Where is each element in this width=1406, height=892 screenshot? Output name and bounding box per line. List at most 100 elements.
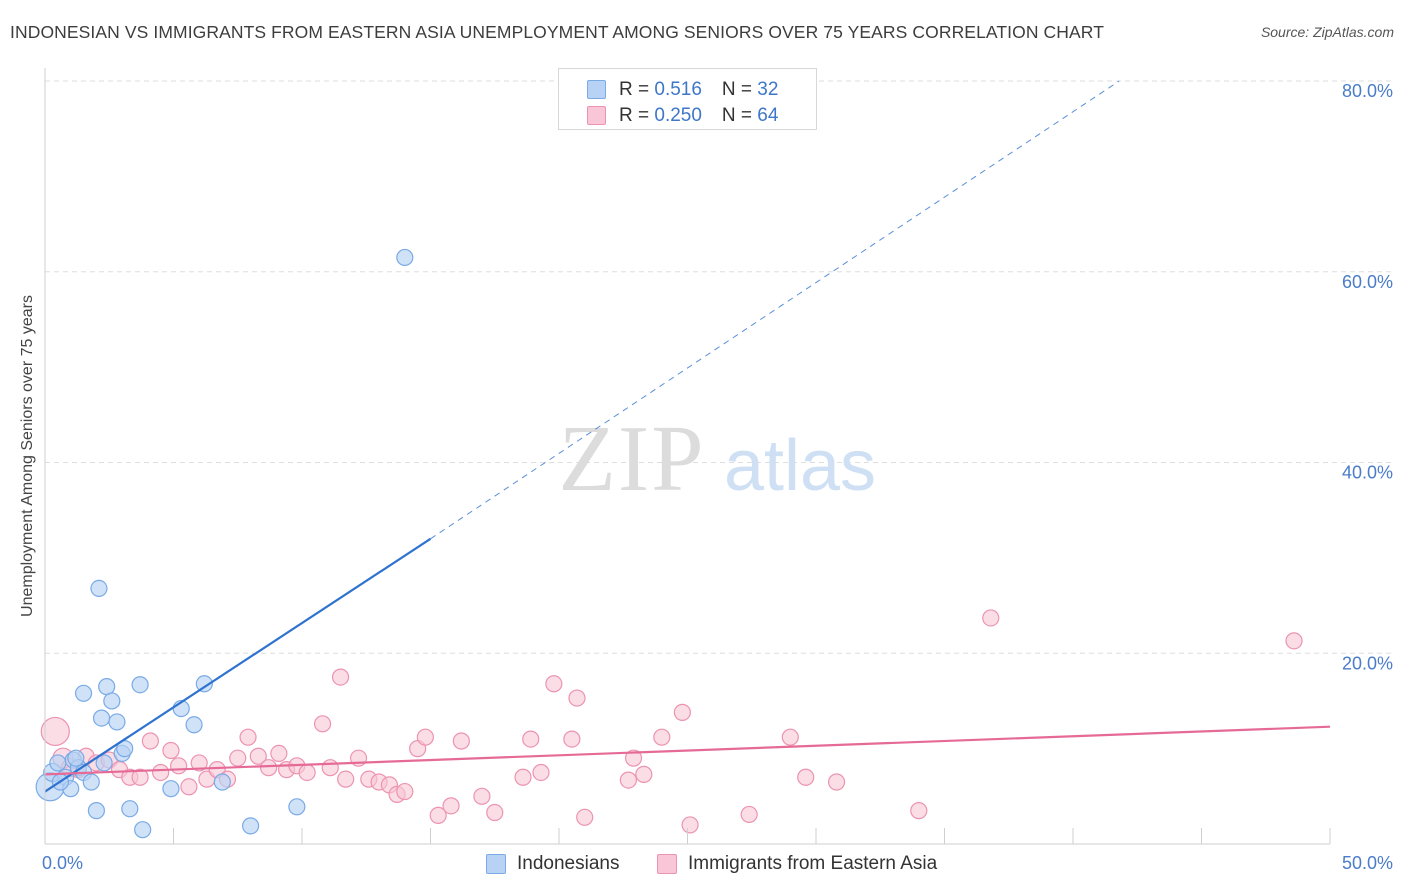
- legend-swatch-blue: [486, 854, 506, 874]
- data-point-indonesians: [90, 579, 108, 597]
- r-label: R =: [619, 105, 655, 126]
- data-point-immigrants: [180, 778, 198, 796]
- data-point-immigrants: [429, 806, 447, 824]
- data-point-immigrants: [910, 802, 928, 820]
- data-point-indonesians: [131, 676, 149, 694]
- source-label: Source: ZipAtlas.com: [1260, 24, 1394, 40]
- data-point-immigrants: [416, 728, 434, 746]
- data-point-immigrants: [545, 675, 563, 693]
- n-label: N =: [721, 105, 758, 126]
- data-point-immigrants: [131, 768, 149, 786]
- r-value: 0.516: [654, 79, 702, 100]
- trend-line-indonesians: [44, 537, 432, 793]
- data-point-immigrants: [982, 609, 1000, 627]
- trend-line-indonesians-extension: [430, 80, 1120, 540]
- data-point-immigrants: [141, 732, 159, 750]
- data-point-immigrants: [321, 759, 339, 777]
- data-point-immigrants: [270, 744, 288, 762]
- watermark-zip: ZIP: [559, 407, 706, 511]
- data-point-indonesians: [134, 821, 152, 839]
- data-point-immigrants: [40, 716, 70, 747]
- data-point-immigrants: [331, 668, 350, 686]
- data-point-immigrants: [827, 773, 846, 791]
- y-axis-title: Unemployment Among Seniors over 75 years: [19, 295, 36, 617]
- y-tick-label: 20.0%: [1342, 653, 1393, 673]
- data-point-immigrants: [740, 805, 758, 824]
- legend-label-indonesians: Indonesians: [517, 853, 620, 874]
- data-point-immigrants: [635, 765, 653, 783]
- data-point-immigrants: [1285, 632, 1303, 650]
- r-value: 0.250: [654, 105, 702, 126]
- data-point-immigrants: [653, 728, 671, 746]
- data-point-immigrants: [190, 754, 208, 772]
- data-point-immigrants: [619, 771, 637, 789]
- data-point-indonesians: [121, 800, 139, 818]
- correlation-legend: R = 0.516 N = 32 R = 0.250 N = 64: [558, 68, 817, 130]
- legend-label-immigrants: Immigrants from Eastern Asia: [688, 853, 938, 874]
- legend-text-immigrants: R = 0.250 N = 64: [619, 105, 778, 127]
- grid-layer: [45, 80, 1394, 654]
- series-indonesians-points: [35, 248, 414, 839]
- data-point-indonesians: [396, 248, 414, 267]
- trend-lines: [44, 80, 1331, 793]
- data-point-immigrants: [522, 730, 540, 748]
- data-point-immigrants: [781, 728, 799, 746]
- data-point-indonesians: [242, 817, 260, 835]
- data-point-indonesians: [82, 773, 100, 791]
- data-point-immigrants: [486, 803, 504, 822]
- data-point-immigrants: [162, 741, 180, 760]
- data-point-immigrants: [396, 782, 414, 801]
- n-value: 32: [757, 79, 779, 100]
- series-immigrants-points: [40, 609, 1303, 834]
- legend-swatch-pink: [657, 854, 677, 874]
- watermark-atlas: atlas: [724, 426, 876, 506]
- data-point-indonesians: [92, 709, 111, 727]
- x-tick-label: 50.0%: [1342, 853, 1393, 873]
- data-point-immigrants: [170, 757, 188, 775]
- data-point-immigrants: [568, 689, 586, 707]
- data-point-immigrants: [473, 787, 491, 805]
- data-point-immigrants: [259, 759, 278, 777]
- data-point-immigrants: [452, 732, 470, 750]
- data-point-immigrants: [337, 770, 355, 788]
- data-point-immigrants: [563, 730, 581, 748]
- data-point-immigrants: [152, 763, 170, 782]
- r-label: R =: [619, 79, 655, 100]
- data-point-immigrants: [514, 768, 532, 786]
- data-point-immigrants: [673, 703, 691, 721]
- data-point-indonesians: [95, 754, 113, 772]
- n-value: 64: [757, 105, 779, 126]
- y-tick-label: 80.0%: [1342, 81, 1393, 101]
- data-point-immigrants: [681, 816, 699, 834]
- data-point-indonesians: [108, 713, 126, 731]
- trend-line-immigrants: [44, 725, 1331, 776]
- data-point-immigrants: [298, 763, 316, 782]
- data-point-immigrants: [442, 797, 460, 815]
- y-tick-label: 40.0%: [1342, 463, 1393, 483]
- watermark: ZIP atlas: [559, 407, 877, 511]
- y-tick-label: 60.0%: [1342, 272, 1393, 292]
- data-point-indonesians: [195, 675, 213, 693]
- data-point-immigrants: [313, 715, 332, 733]
- data-point-immigrants: [797, 768, 815, 786]
- data-point-immigrants: [249, 747, 267, 765]
- legend-swatch-pink: [587, 106, 606, 125]
- data-point-indonesians: [162, 780, 180, 798]
- legend-text-indonesians: R = 0.516 N = 32: [619, 79, 778, 101]
- n-label: N =: [721, 79, 758, 100]
- data-point-indonesians: [74, 684, 93, 702]
- chart-title: INDONESIAN VS IMMIGRANTS FROM EASTERN AS…: [10, 22, 1105, 42]
- data-point-indonesians: [49, 754, 67, 772]
- data-point-indonesians: [67, 749, 85, 767]
- x-tick-label: 0.0%: [42, 853, 83, 873]
- axes: 20.0% 40.0% 60.0% 80.0% 0.0% 50.0%: [42, 68, 1393, 873]
- data-point-indonesians: [103, 692, 121, 710]
- data-point-indonesians: [87, 802, 106, 820]
- data-point-indonesians: [185, 716, 203, 734]
- data-point-immigrants: [624, 749, 643, 767]
- data-point-indonesians: [98, 678, 116, 696]
- data-point-indonesians: [213, 773, 231, 791]
- data-point-immigrants: [239, 728, 257, 746]
- legend-swatch-blue: [587, 80, 606, 99]
